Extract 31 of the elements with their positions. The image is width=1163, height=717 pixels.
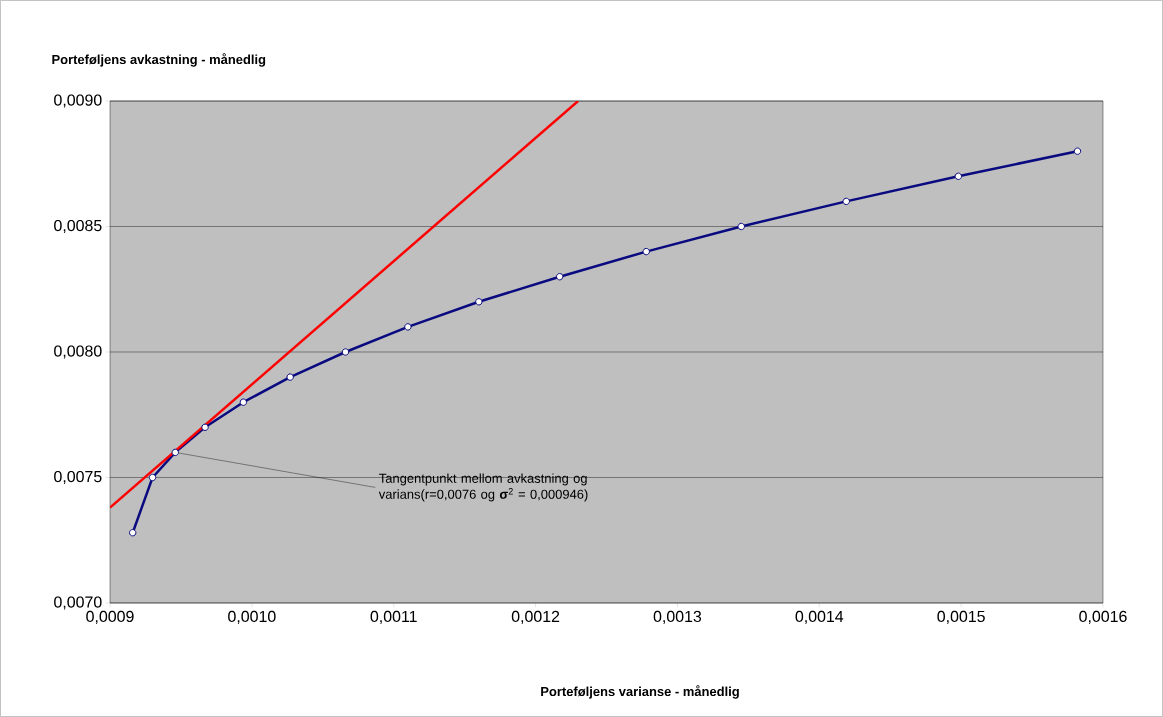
point (404, 323, 412, 331)
y-tick-label: 0,0070 (54, 596, 102, 610)
y-tick-label: 0,0080 (54, 345, 102, 359)
x-axis-title: Porteføljens varianse - månedlig (541, 685, 739, 699)
point (341, 348, 350, 356)
x-tick-label: 0,0011 (370, 610, 417, 624)
x-tick-label: 0,0009 (86, 610, 134, 624)
point (201, 423, 209, 431)
x-tick-label: 0,0016 (1079, 610, 1127, 624)
point (171, 448, 179, 457)
x-tick-label: 0,0013 (653, 610, 702, 624)
y-tick-label: 0,0090 (54, 94, 102, 108)
point (642, 247, 650, 256)
point (1073, 147, 1082, 155)
y-tick-label: 0,0085 (54, 219, 102, 234)
x-tick-label: 0,0014 (795, 610, 844, 624)
point (475, 298, 483, 306)
point (842, 197, 850, 206)
point (556, 273, 564, 281)
y-axis-title: Porteføljens avkastning - månedlig (52, 53, 266, 67)
annotation: Tangentpunkt mellom avkastning og varians(r=0,0076 og σ$^{2}$ = 0,000946) (378, 473, 588, 502)
point (286, 373, 294, 381)
point (129, 529, 137, 537)
x-tick-label: 0,0010 (228, 610, 276, 624)
x-tick-label: 0,0012 (511, 610, 560, 624)
point (737, 222, 745, 231)
point (954, 172, 962, 180)
point (239, 398, 248, 406)
x-tick-label: 0,0015 (937, 610, 985, 624)
point (148, 473, 157, 482)
y-tick-label: 0,0075 (54, 470, 102, 485)
